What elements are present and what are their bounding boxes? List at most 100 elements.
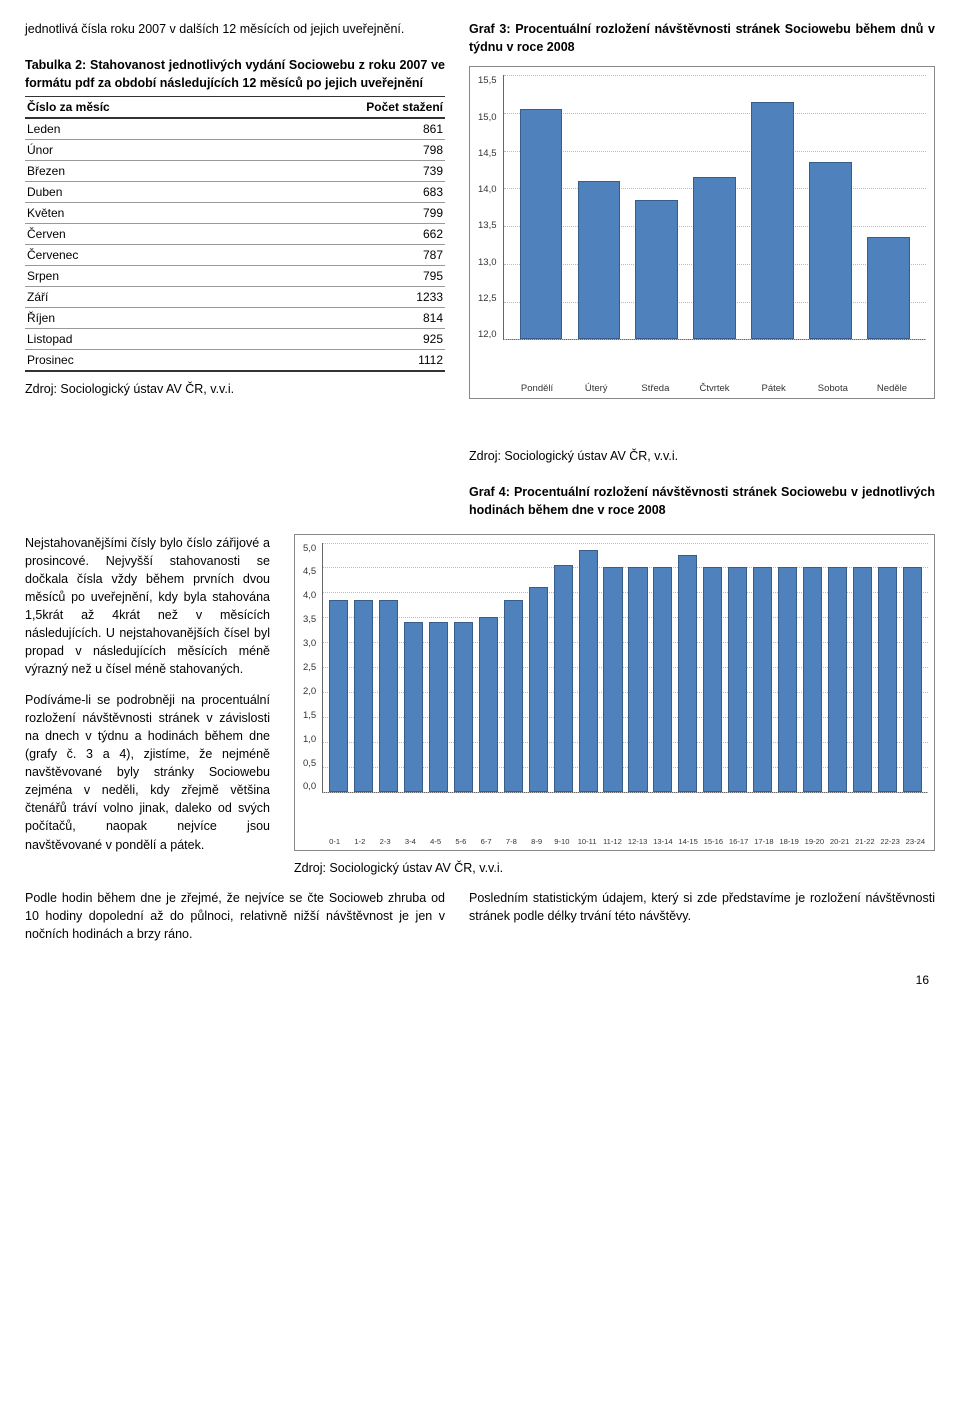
table-cell: Červen [25, 224, 243, 245]
ytick: 0,5 [303, 758, 316, 769]
bar [479, 617, 498, 791]
xtick: 18-19 [777, 837, 802, 846]
ytick: 14,0 [478, 184, 497, 195]
table-cell: Duben [25, 182, 243, 203]
xtick: 6-7 [474, 837, 499, 846]
table-cell: Říjen [25, 308, 243, 329]
bar [751, 102, 794, 340]
xtick: Neděle [862, 383, 921, 394]
ytick: 4,0 [303, 590, 316, 601]
ytick: 12,5 [478, 293, 497, 304]
xtick: 13-14 [650, 837, 675, 846]
ytick: 2,5 [303, 662, 316, 673]
top-row: jednotlivá čísla roku 2007 v dalších 12 … [25, 20, 935, 520]
table-cell: Srpen [25, 266, 243, 287]
xtick: 20-21 [827, 837, 852, 846]
table-cell: 799 [243, 203, 445, 224]
xtick: Pondělí [507, 383, 566, 394]
xtick: 4-5 [423, 837, 448, 846]
bar [404, 622, 423, 791]
bar [579, 550, 598, 792]
bar [778, 567, 797, 791]
xtick: 10-11 [575, 837, 600, 846]
xtick: 3-4 [398, 837, 423, 846]
ytick: 15,0 [478, 112, 497, 123]
source-left-1: Zdroj: Sociologický ústav AV ČR, v.v.i. [25, 382, 445, 396]
mid-right: 5,04,54,03,53,02,52,01,51,00,50,00-11-22… [294, 534, 935, 875]
source-right-2: Zdroj: Sociologický ústav AV ČR, v.v.i. [294, 861, 935, 875]
xtick: 17-18 [751, 837, 776, 846]
bottom-right-para: Posledním statistickým údajem, který si … [469, 889, 935, 943]
mid-para1: Nejstahovanějšími čísly bylo číslo zářij… [25, 534, 270, 679]
table2: Číslo za měsícPočet staženíLeden861Únor7… [25, 96, 445, 372]
table-cell: Červenec [25, 245, 243, 266]
ytick: 4,5 [303, 566, 316, 577]
ytick: 14,5 [478, 148, 497, 159]
xtick: 0-1 [322, 837, 347, 846]
bar [454, 622, 473, 791]
bar [628, 567, 647, 791]
bar [635, 200, 678, 340]
xtick: 8-9 [524, 837, 549, 846]
chart4: 5,04,54,03,53,02,52,01,51,00,50,00-11-22… [294, 534, 935, 851]
bar [678, 555, 697, 792]
table-cell: 1233 [243, 287, 445, 308]
bar [703, 567, 722, 791]
ytick: 2,0 [303, 686, 316, 697]
xtick: Úterý [567, 383, 626, 394]
table-cell: 798 [243, 140, 445, 161]
xtick: 1-2 [347, 837, 372, 846]
xtick: 23-24 [903, 837, 928, 846]
bar [603, 567, 622, 791]
left-column-top: jednotlivá čísla roku 2007 v dalších 12 … [25, 20, 445, 396]
bar [653, 567, 672, 791]
bar [867, 237, 910, 339]
table-cell: 1112 [243, 350, 445, 372]
ytick: 3,0 [303, 638, 316, 649]
xtick: 2-3 [373, 837, 398, 846]
xtick: Čtvrtek [685, 383, 744, 394]
ytick: 15,5 [478, 75, 497, 86]
bar [828, 567, 847, 791]
table-cell: 787 [243, 245, 445, 266]
xtick: 5-6 [448, 837, 473, 846]
xtick: 15-16 [701, 837, 726, 846]
xtick: 9-10 [549, 837, 574, 846]
mid-para2: Podíváme-li se podrobněji na procentuáln… [25, 691, 270, 854]
bar [529, 587, 548, 791]
ytick: 13,0 [478, 257, 497, 268]
ytick: 5,0 [303, 543, 316, 554]
bar [853, 567, 872, 791]
table-cell: 683 [243, 182, 445, 203]
xtick: 21-22 [852, 837, 877, 846]
table-cell: Únor [25, 140, 243, 161]
xtick: 16-17 [726, 837, 751, 846]
bottom-row: Podle hodin během dne je zřejmé, že nejv… [25, 889, 935, 943]
table-cell: Leden [25, 118, 243, 140]
bar [803, 567, 822, 791]
bar [578, 181, 621, 339]
xtick: 19-20 [802, 837, 827, 846]
xtick: Sobota [803, 383, 862, 394]
bar [520, 109, 563, 339]
bar [693, 177, 736, 339]
page-number: 16 [25, 973, 935, 987]
bar [728, 567, 747, 791]
xtick: 7-8 [499, 837, 524, 846]
table-cell: Březen [25, 161, 243, 182]
table-cell: Listopad [25, 329, 243, 350]
right-column-top: Graf 3: Procentuální rozložení návštěvno… [469, 20, 935, 520]
ytick: 13,5 [478, 220, 497, 231]
xtick: 11-12 [600, 837, 625, 846]
xtick: 12-13 [625, 837, 650, 846]
bar [504, 600, 523, 792]
bar [329, 600, 348, 792]
table-cell: 795 [243, 266, 445, 287]
table-cell: 739 [243, 161, 445, 182]
xtick: Středa [626, 383, 685, 394]
bar [354, 600, 373, 792]
xtick: 22-23 [878, 837, 903, 846]
xtick: Pátek [744, 383, 803, 394]
table-cell: 814 [243, 308, 445, 329]
table-col-header: Číslo za měsíc [25, 97, 243, 119]
